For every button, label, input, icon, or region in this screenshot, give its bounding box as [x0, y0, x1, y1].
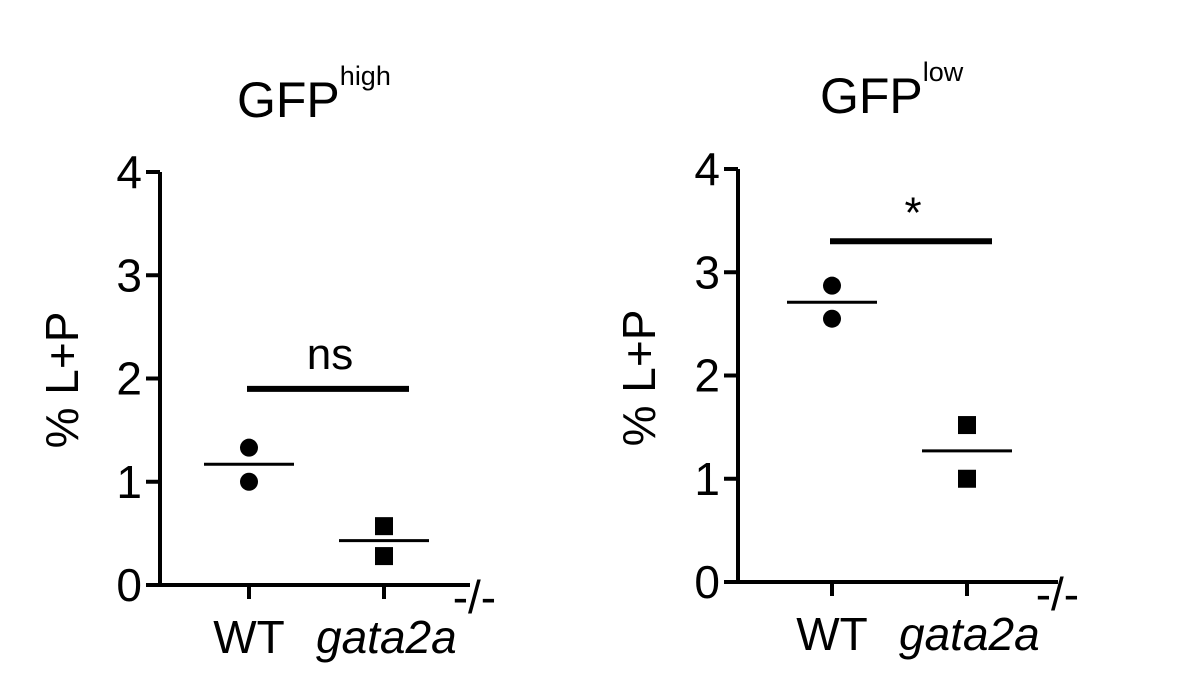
chart-title-base: GFP: [237, 72, 340, 128]
data-point-circle: [240, 438, 258, 457]
y-tick-label: 2: [116, 353, 142, 405]
x-category-label: gata2a-/-: [316, 571, 496, 663]
chart-title: GFPlow: [820, 57, 964, 124]
chart-panel-2: GFPlow % L+P 0 1 2 3 4 WT gata2a-/- *: [613, 57, 1079, 660]
x-category-label-superscript: -/-: [1036, 568, 1079, 620]
data-point-square: [958, 416, 976, 435]
y-tick-label: 3: [116, 249, 142, 301]
data-point-square: [375, 547, 393, 566]
data-point-circle: [823, 276, 841, 295]
x-category-label: WT: [796, 608, 868, 660]
chart-title-superscript: high: [340, 61, 391, 91]
x-category-label-italic: gata2a: [316, 611, 457, 663]
y-axis-label: % L+P: [36, 312, 88, 449]
y-axis-label: % L+P: [613, 310, 665, 447]
y-tick-label: 0: [116, 559, 142, 611]
y-tick-label: 1: [694, 453, 720, 505]
y-tick-label: 1: [116, 456, 142, 508]
x-category-label-superscript: -/-: [453, 571, 496, 623]
chart-panel-1: GFPhigh % L+P 0 1 2 3 4 WT gata2a-/- ns: [36, 61, 496, 663]
x-category-label: gata2a-/-: [899, 568, 1079, 660]
y-tick-label: 3: [694, 246, 720, 298]
y-tick-label: 4: [116, 146, 142, 198]
y-tick-label: 4: [694, 143, 720, 195]
y-tick-label: 2: [694, 350, 720, 402]
chart-title-base: GFP: [820, 68, 923, 124]
x-category-label-italic: gata2a: [899, 608, 1040, 660]
chart-title-superscript: low: [923, 57, 964, 87]
data-point-square: [958, 469, 976, 488]
significance-label: ns: [307, 330, 353, 379]
data-point-circle: [823, 309, 841, 328]
data-point-circle: [240, 472, 258, 491]
significance-label: *: [904, 188, 921, 237]
chart-title: GFPhigh: [237, 61, 391, 128]
data-point-square: [375, 517, 393, 536]
y-tick-label: 0: [694, 556, 720, 608]
x-category-label: WT: [213, 611, 285, 663]
